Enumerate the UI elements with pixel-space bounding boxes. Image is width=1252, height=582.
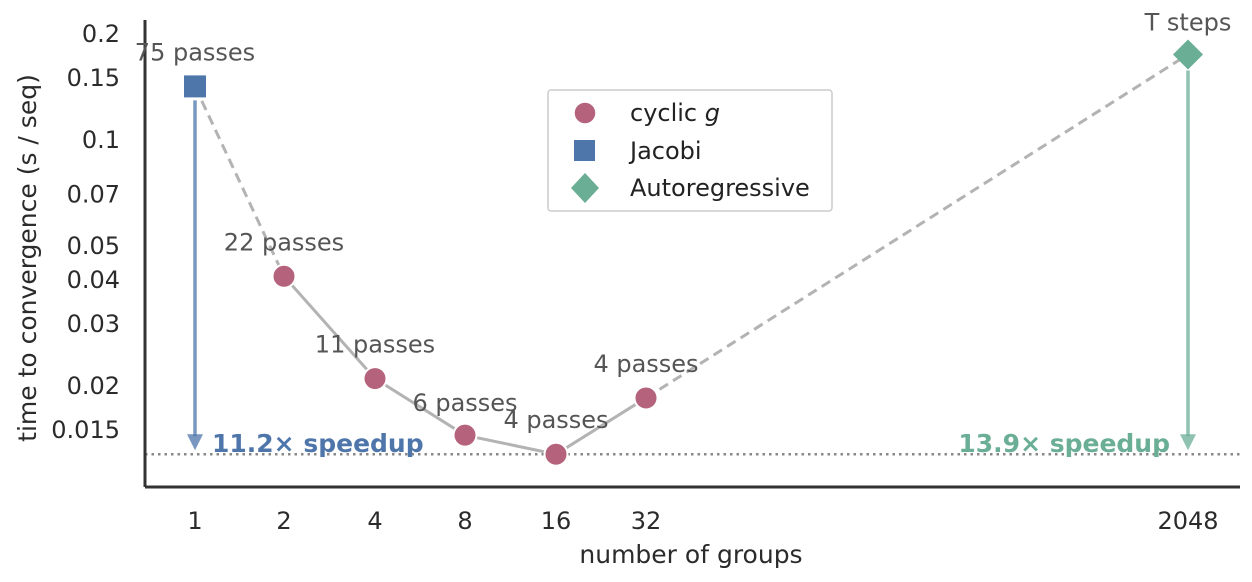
legend-label-cyclic: cyclic g bbox=[630, 99, 720, 127]
y-tick-label: 0.015 bbox=[51, 416, 120, 444]
y-tick-label: 0.07 bbox=[67, 181, 120, 209]
x-axis-title: number of groups bbox=[579, 540, 802, 569]
legend-marker-autoregressive bbox=[571, 173, 599, 203]
annotation-cyclic: 4 passes bbox=[503, 406, 608, 434]
legend-label-jacobi: Jacobi bbox=[628, 137, 702, 165]
cyclic-point bbox=[543, 441, 569, 467]
cyclic-point bbox=[633, 385, 659, 411]
legend-marker-cyclic bbox=[573, 101, 597, 125]
jacobi-speedup-arrow-head bbox=[187, 434, 203, 451]
cyclic-point bbox=[452, 422, 478, 448]
legend: cyclic g Jacobi Autoregressive bbox=[547, 89, 833, 212]
x-tick-label: 1 bbox=[187, 507, 202, 535]
x-tick-label: 4 bbox=[367, 507, 382, 535]
autoregressive-speedup-arrow-head bbox=[1180, 434, 1196, 451]
x-tick-label: 2048 bbox=[1157, 507, 1218, 535]
y-tick-label: 0.1 bbox=[82, 126, 120, 154]
cyclic-point bbox=[271, 263, 297, 289]
jacobi-point bbox=[184, 75, 206, 98]
annotation-cyclic: 6 passes bbox=[412, 389, 517, 417]
annotation-cyclic: 11 passes bbox=[315, 331, 435, 359]
autoregressive-speedup-label: 13.9× speedup bbox=[958, 429, 1170, 458]
connector-autoregressive bbox=[645, 53, 1189, 400]
y-tick-label: 0.02 bbox=[67, 372, 120, 400]
y-tick-label: 0.15 bbox=[67, 64, 120, 92]
legend-marker-jacobi bbox=[574, 140, 595, 161]
annotation-jacobi: 75 passes bbox=[135, 38, 255, 66]
annotation-autoregressive: T steps bbox=[1144, 8, 1232, 36]
autoregressive-point bbox=[1173, 39, 1203, 70]
x-tick-label: 2 bbox=[276, 507, 291, 535]
y-axis-title: time to convergence (s / seq) bbox=[13, 74, 42, 442]
cyclic-point bbox=[362, 366, 388, 392]
legend-label-autoregressive: Autoregressive bbox=[630, 174, 810, 202]
annotation-cyclic: 22 passes bbox=[224, 228, 344, 256]
jacobi-speedup-label: 11.2× speedup bbox=[212, 429, 424, 458]
y-tick-label: 0.05 bbox=[67, 232, 120, 260]
x-tick-label: 8 bbox=[457, 507, 472, 535]
connector-jacobi bbox=[193, 85, 286, 277]
y-tick-label: 0.04 bbox=[67, 266, 120, 294]
annotation-cyclic: 4 passes bbox=[593, 350, 698, 378]
y-tick-label: 0.2 bbox=[82, 20, 120, 48]
legend-box bbox=[547, 89, 833, 212]
y-tick-label: 0.03 bbox=[67, 310, 120, 338]
x-tick-label: 32 bbox=[631, 507, 662, 535]
x-tick-label: 16 bbox=[541, 507, 572, 535]
